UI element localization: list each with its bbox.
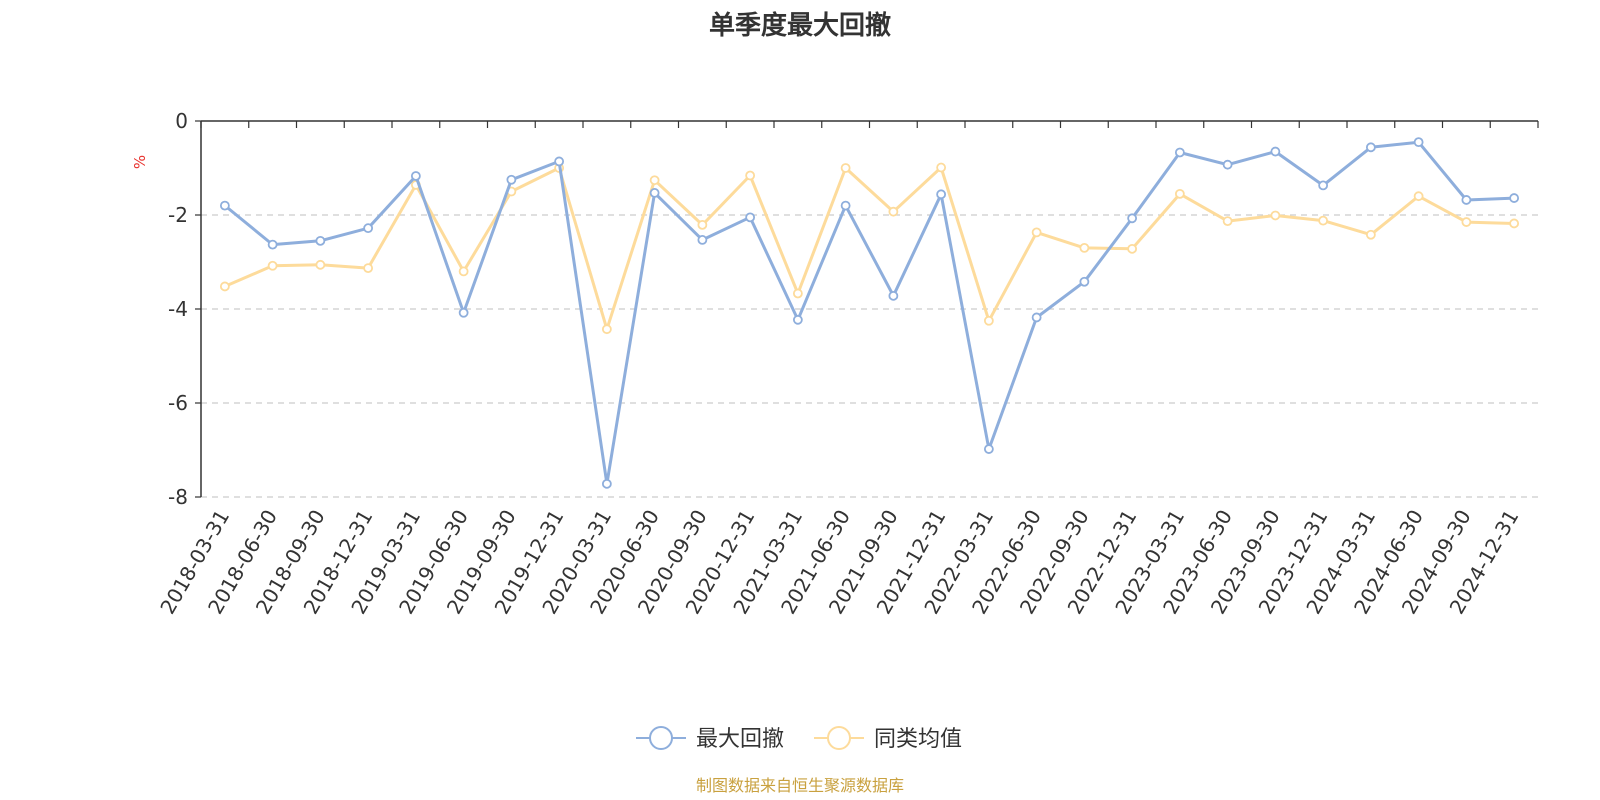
data-point [1413, 137, 1424, 148]
y-tick-label: 0 [175, 109, 188, 133]
y-tick-label: -8 [168, 485, 188, 509]
data-point [888, 206, 899, 217]
series-line-0 [223, 140, 1515, 486]
data-point [936, 162, 947, 173]
data-point [697, 219, 708, 230]
legend-label: 同类均值 [874, 727, 962, 752]
data-point [1174, 188, 1185, 199]
data-point [983, 444, 994, 454]
data-point [1031, 312, 1042, 323]
data-point [506, 174, 517, 185]
y-tick-label: -6 [168, 391, 188, 415]
data-point [363, 223, 374, 234]
data-point [458, 266, 469, 277]
data-point [840, 200, 851, 211]
y-tick-label: -4 [168, 297, 188, 321]
data-point [1270, 210, 1281, 221]
data-point [1079, 242, 1090, 253]
data-point [1222, 159, 1233, 170]
data-point [601, 324, 612, 335]
axes: 0-2-4-6-82018-03-312018-06-302018-09-302… [155, 109, 1539, 618]
data-point [601, 478, 612, 489]
data-point [983, 315, 994, 326]
data-point [936, 189, 947, 200]
data-point [745, 212, 756, 223]
data-point [1318, 215, 1329, 226]
series-line-1 [224, 166, 1515, 331]
data-point [888, 290, 899, 301]
legend[interactable]: 最大回撤 同类均值 [636, 726, 962, 752]
legend-label: 最大回撤 [696, 727, 784, 752]
data-point [1365, 229, 1376, 240]
data-point [363, 263, 374, 274]
data-point [649, 175, 660, 186]
data-point [745, 170, 756, 181]
data-point [1127, 213, 1138, 224]
data-point [840, 163, 851, 173]
data-point [1127, 243, 1138, 254]
data-point [1461, 217, 1472, 227]
data-point [1031, 227, 1042, 238]
data-point [1222, 216, 1233, 227]
data-point [315, 259, 326, 270]
data-point [1509, 218, 1520, 229]
y-axis-unit-label: % [131, 155, 149, 169]
grid-lines [201, 214, 1538, 498]
data-point [1461, 195, 1472, 205]
data-point [649, 188, 660, 198]
data-point [410, 171, 421, 181]
data-point [219, 200, 230, 211]
data-point [267, 239, 278, 250]
data-point [554, 156, 565, 167]
data-point [315, 235, 326, 246]
data-point [1318, 180, 1329, 191]
data-point [1365, 142, 1376, 153]
data-point [697, 235, 708, 245]
y-tick-label: -2 [168, 203, 188, 227]
data-point [1413, 191, 1424, 202]
data-point [219, 281, 230, 292]
data-point [792, 288, 803, 299]
source-note: 制图数据来自恒生聚源数据库 [696, 776, 904, 795]
chart-title: 单季度最大回撤 [709, 10, 891, 41]
data-point [1174, 147, 1185, 158]
series-lines [219, 137, 1520, 489]
data-point [1509, 193, 1520, 203]
data-point [1270, 146, 1281, 157]
data-point [792, 314, 803, 325]
legend-swatch-marker [649, 726, 673, 750]
data-point [267, 260, 278, 271]
legend-swatch-marker [827, 726, 851, 750]
data-point [1079, 276, 1090, 287]
data-point [458, 307, 469, 318]
